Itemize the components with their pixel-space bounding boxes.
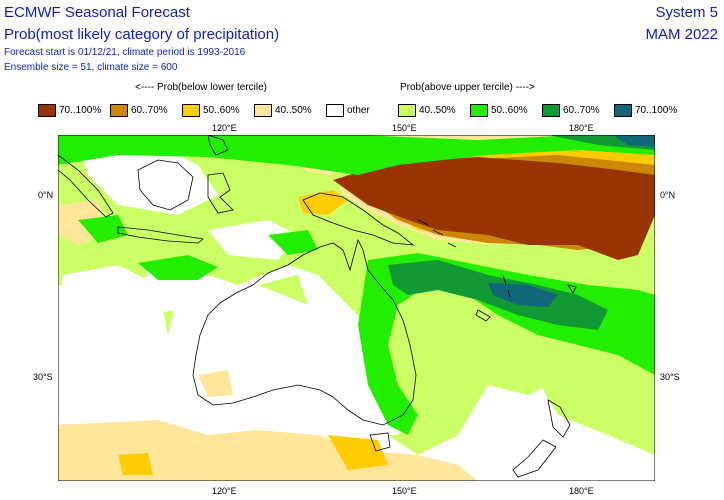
new-zealand-south-coastline — [512, 439, 557, 478]
legend-label: 70..100% — [59, 104, 102, 116]
tick-left-30s: 30°S — [33, 372, 53, 382]
legend-item: 70..100% — [38, 103, 101, 117]
legend-swatch — [254, 103, 272, 117]
legend-item: 70..100% — [614, 103, 677, 117]
solomon-islands-coastline — [417, 219, 457, 248]
legend-label: 60..70% — [131, 104, 168, 116]
legend-label: 50..60% — [203, 104, 240, 116]
legend-swatch — [38, 103, 56, 117]
system-label: System 5 — [655, 4, 718, 21]
legend-item: 50..60% — [470, 103, 528, 117]
legend-item: 50..60% — [182, 103, 240, 117]
tick-right-30s: 30°S — [660, 372, 680, 382]
legend-swatch — [398, 103, 416, 117]
legend-swatch — [182, 103, 200, 117]
tick-left-0n: 0°N — [38, 190, 54, 200]
legend-swatch — [470, 103, 488, 117]
precipitation-probability-map — [58, 135, 655, 481]
legend-swatch — [614, 103, 632, 117]
borneo-coastline — [137, 159, 194, 211]
tick-top-180e: 180°E — [569, 123, 594, 133]
australia-coastline — [192, 238, 417, 426]
legend-label: other — [347, 104, 370, 116]
new-guinea-coastline — [302, 192, 415, 246]
map-title: ECMWF Seasonal Forecast — [4, 4, 190, 21]
legend-item: 40..50% — [398, 103, 456, 117]
java-coastline — [117, 226, 204, 244]
legend-label: 60..70% — [563, 104, 600, 116]
tasmania-coastline — [369, 432, 391, 452]
tick-bottom-180e: 180°E — [569, 486, 594, 496]
legend-swatch — [110, 103, 128, 117]
legend-label: 70..100% — [635, 104, 678, 116]
legend-item: other — [326, 103, 370, 117]
tick-top-120e: 120°E — [212, 123, 237, 133]
legend-swatch — [542, 103, 560, 117]
tick-bottom-150e: 150°E — [392, 486, 417, 496]
tick-top-150e: 150°E — [392, 123, 417, 133]
philippines-coastline — [207, 135, 229, 156]
legend-label: 50..60% — [491, 104, 528, 116]
ensemble-size-info: Ensemble size = 51, climate size = 600 — [4, 62, 178, 73]
tick-bottom-120e: 120°E — [212, 486, 237, 496]
prob-above-70-100-areas — [488, 135, 655, 307]
map-subtitle: Prob(most likely category of precipitati… — [4, 26, 280, 43]
forecast-start-info: Forecast start is 01/12/21, climate peri… — [4, 47, 246, 58]
new-zealand-north-coastline — [547, 399, 571, 438]
legend-item: 40..50% — [254, 103, 312, 117]
new-caledonia-coastline — [475, 309, 491, 322]
season-label: MAM 2022 — [645, 26, 718, 43]
legend-label: 40..50% — [275, 104, 312, 116]
legend-above-heading: Prob(above upper tercile) ----> — [400, 82, 535, 93]
sulawesi-coastline — [207, 172, 234, 214]
legend-below-heading: <---- Prob(below lower tercile) — [135, 82, 267, 93]
legend-item: 60..70% — [110, 103, 168, 117]
fiji-coastline — [567, 284, 577, 294]
coastlines — [58, 135, 577, 478]
prob-below-70-100-areas — [333, 157, 655, 260]
legend-label: 40..50% — [419, 104, 456, 116]
sumatra-coastline — [58, 154, 114, 218]
legend-item: 60..70% — [542, 103, 600, 117]
tick-right-0n: 0°N — [660, 190, 676, 200]
vanuatu-coastline — [502, 274, 511, 298]
legend-swatch — [326, 103, 344, 117]
